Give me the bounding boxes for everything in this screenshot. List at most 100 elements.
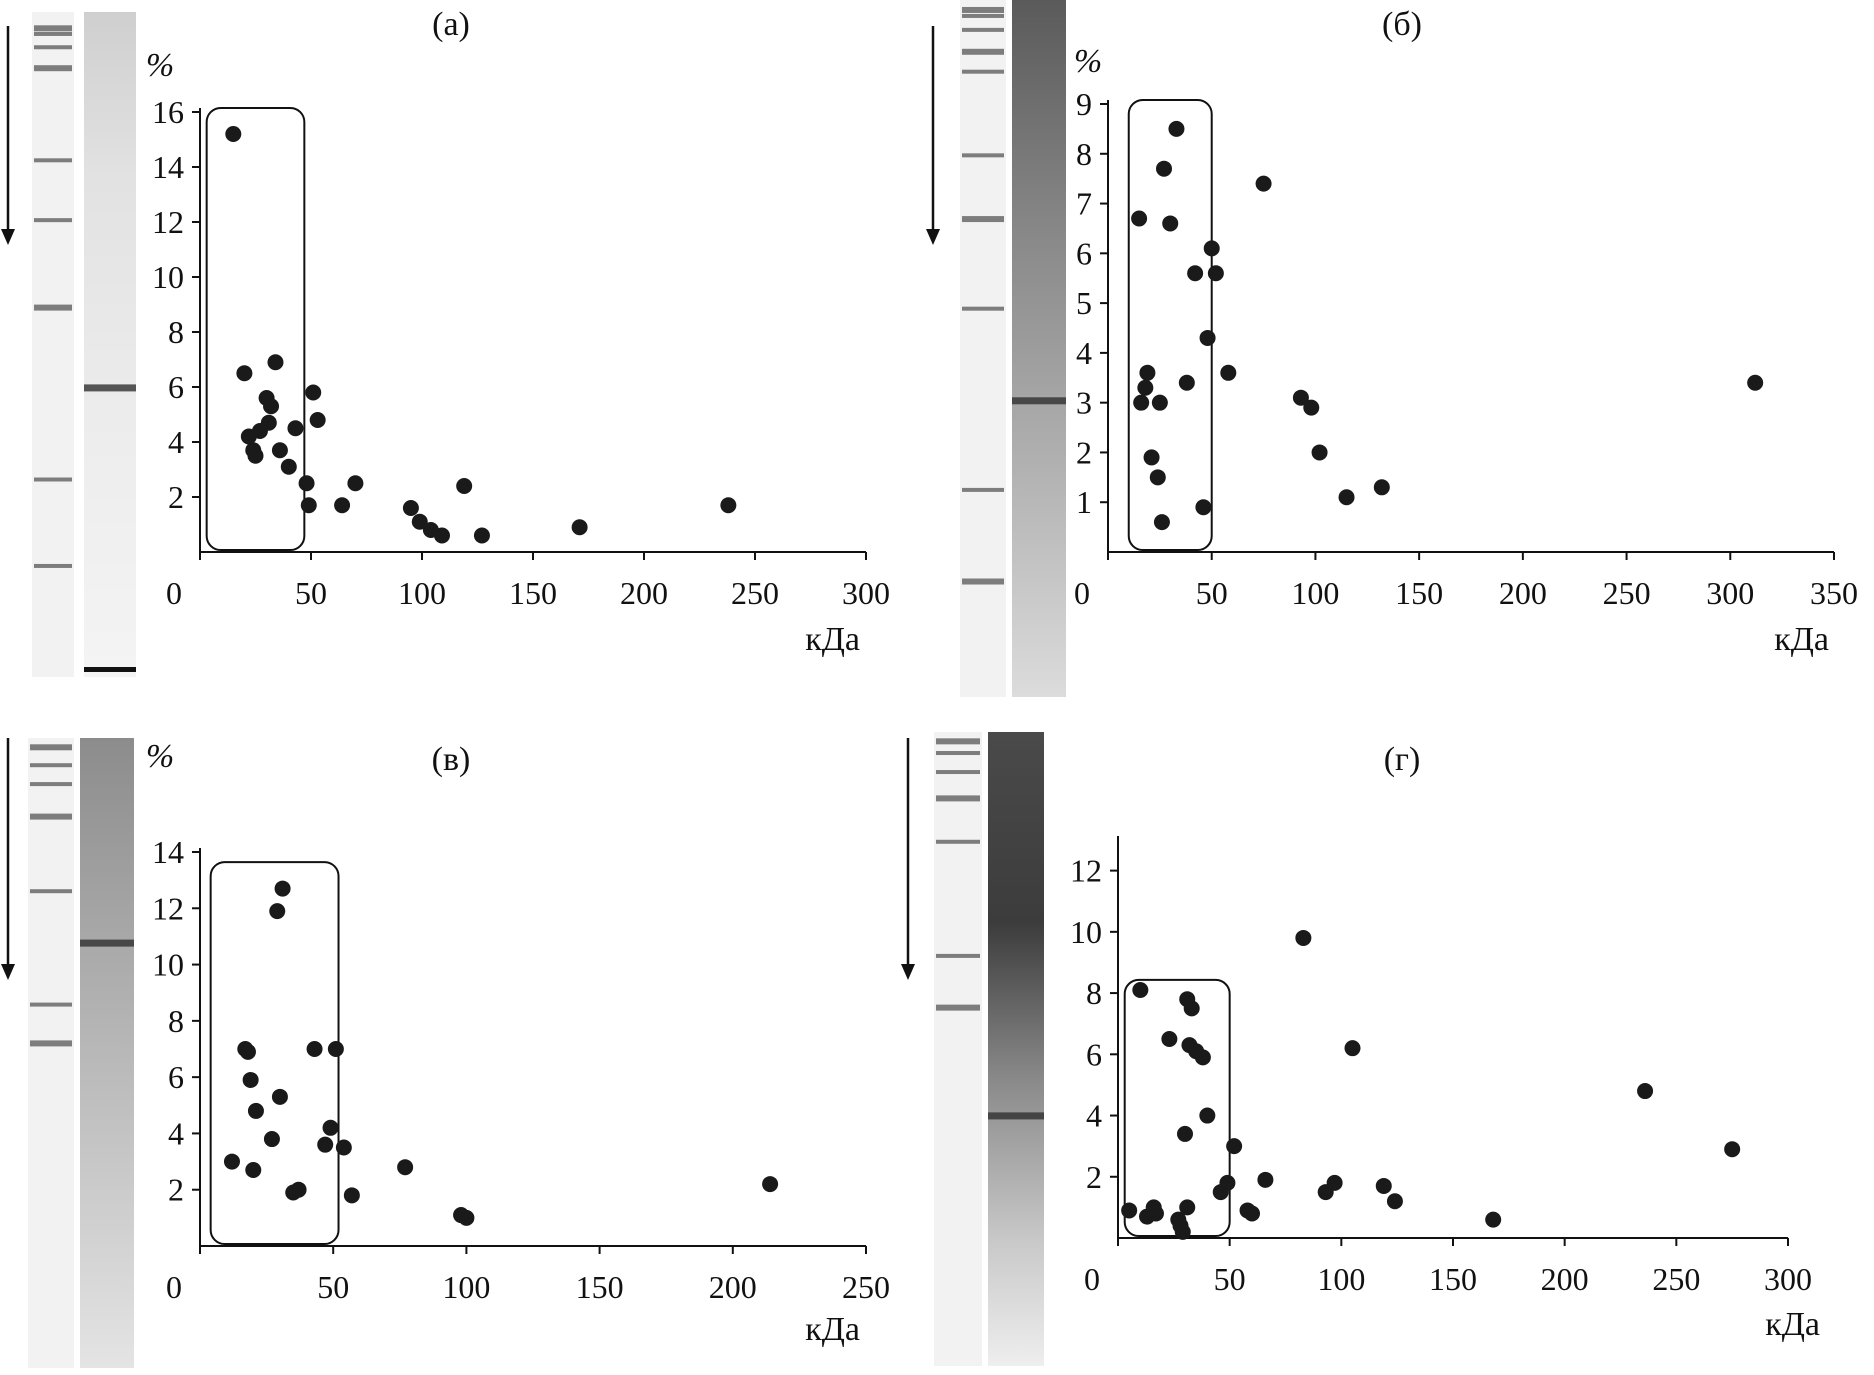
x-tick-label: 100	[442, 1269, 490, 1305]
x-tick-label: 50	[295, 575, 327, 611]
y-tick-label: 14	[152, 834, 184, 870]
gel-ladder-band	[936, 953, 980, 958]
gel-ladder-band	[936, 738, 980, 745]
y-tick-label: 2	[1076, 434, 1092, 470]
x-tick-label: 200	[620, 575, 668, 611]
panel-3: 0 50 100 150 200 250 2 4 6 8 10 12 14 (в)% кДа	[1, 738, 890, 1368]
data-point	[306, 1041, 323, 1057]
data-point	[1162, 215, 1179, 232]
data-point	[1338, 489, 1355, 506]
x-axis-unit-label: кДа	[805, 621, 860, 658]
data-point	[1179, 1199, 1196, 1216]
gel-ladder-band	[34, 304, 72, 311]
data-point	[1303, 399, 1320, 416]
data-point	[242, 1071, 259, 1088]
y-tick-label: 8	[168, 314, 184, 350]
gel-sample-band	[84, 384, 136, 392]
gel-ladder-band	[30, 744, 72, 751]
gel-ladder-lane	[32, 12, 74, 677]
y-tick-label: 10	[1070, 914, 1102, 950]
data-point	[1373, 479, 1390, 496]
data-point	[267, 354, 284, 371]
x-tick-label: 50	[1196, 575, 1228, 611]
data-point	[247, 447, 264, 464]
data-point	[287, 420, 304, 437]
gel-sample-lane	[84, 12, 136, 677]
x-tick-label: 250	[1652, 1261, 1700, 1297]
data-point	[571, 519, 588, 536]
data-point	[397, 1159, 414, 1176]
highlight-frame	[1127, 99, 1213, 551]
data-point	[317, 1136, 334, 1153]
data-point	[1203, 240, 1220, 257]
data-point	[1747, 374, 1764, 391]
data-point	[300, 497, 317, 514]
gel-ladder-band	[936, 770, 980, 775]
data-point	[1151, 394, 1168, 411]
y-tick-label: 2	[168, 1172, 184, 1208]
gel-ladder-band	[962, 13, 1004, 18]
data-point	[1226, 1138, 1243, 1155]
gel-ladder-lane	[28, 738, 74, 1368]
data-point	[1326, 1174, 1343, 1191]
x-tick-label: 0	[1074, 575, 1090, 611]
x-tick-label: 150	[509, 575, 557, 611]
gel-sample-band	[1012, 397, 1066, 405]
data-point	[1161, 1031, 1178, 1047]
y-tick-label: 10	[152, 947, 184, 983]
gel-ladder-band	[962, 27, 1004, 32]
y-tick-label: 6	[168, 369, 184, 405]
data-point	[322, 1119, 339, 1136]
gel-ladder-band	[30, 1040, 72, 1047]
y-tick-label: 1	[1076, 484, 1092, 520]
gel-ladder-band	[34, 65, 72, 72]
data-point	[225, 126, 242, 142]
panel-2-gel-image	[960, 0, 1066, 697]
panel-label: (а)	[432, 6, 470, 43]
y-tick-label: 3	[1076, 385, 1092, 421]
gel-sample-band	[80, 939, 134, 947]
data-point	[1199, 329, 1216, 346]
data-point	[1149, 469, 1166, 486]
y-tick-label: 14	[152, 149, 184, 185]
gel-ladder-band	[962, 578, 1004, 585]
y-tick-label: 6	[1076, 235, 1092, 271]
data-point	[1183, 1000, 1200, 1017]
data-point	[247, 1102, 264, 1119]
x-tick-label: 250	[731, 575, 779, 611]
data-point	[269, 903, 286, 920]
gel-ladder-band	[34, 158, 72, 163]
data-point	[411, 513, 428, 530]
gel-ladder-band	[30, 1002, 72, 1007]
data-point	[1295, 929, 1312, 946]
x-axis-unit-label: кДа	[805, 1311, 860, 1348]
data-point	[1311, 444, 1328, 461]
data-point	[1153, 514, 1170, 531]
x-tick-label: 100	[1317, 1261, 1365, 1297]
panel-label: (в)	[432, 741, 471, 778]
y-tick-label: 5	[1076, 285, 1092, 321]
data-point	[1132, 982, 1149, 999]
data-point	[1143, 449, 1160, 466]
data-point	[263, 1131, 280, 1148]
y-tick-label: 10	[152, 259, 184, 295]
y-tick-label: 2	[1086, 1159, 1102, 1195]
data-point	[1257, 1171, 1274, 1188]
data-point	[334, 497, 351, 514]
x-tick-label: 150	[576, 1269, 624, 1305]
data-point	[335, 1139, 352, 1156]
data-point	[1292, 389, 1309, 406]
data-point	[1178, 374, 1195, 391]
gel-sample-lane	[1012, 0, 1066, 697]
data-point	[762, 1176, 779, 1193]
y-axis-unit-label: %	[146, 738, 174, 775]
x-tick-label: 300	[1764, 1261, 1812, 1297]
x-axis-unit-label: кДа	[1765, 1306, 1820, 1343]
data-point	[1724, 1141, 1741, 1158]
data-point	[290, 1181, 307, 1198]
panel-2: 0 50 100 150 200 250 300 350 1 2 3 4 5 6 7 8 9 (б)% кДа	[926, 0, 1858, 697]
gel-ladder-band	[34, 31, 72, 36]
data-point	[1195, 499, 1212, 516]
gel-ladder-lane	[934, 732, 982, 1366]
